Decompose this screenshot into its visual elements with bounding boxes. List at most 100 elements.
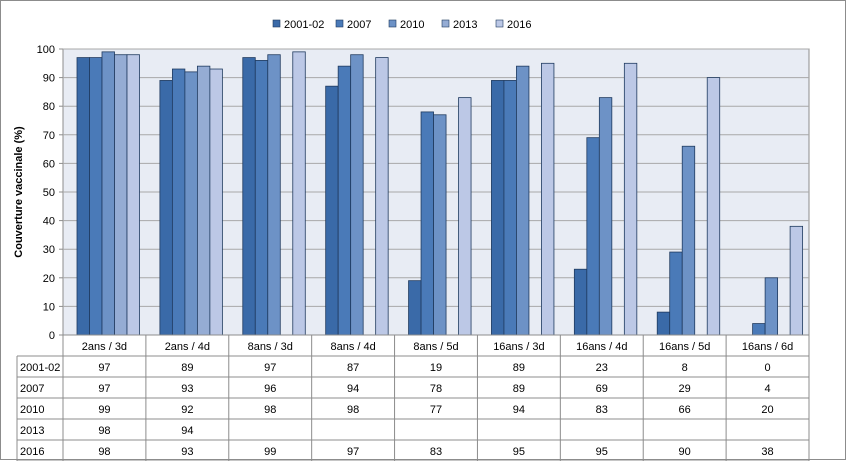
bar-2007-1 <box>171 68 186 336</box>
table-cell: 89 <box>181 362 193 374</box>
table-cell: 94 <box>181 425 193 437</box>
bar-2010-0 <box>101 51 115 336</box>
x-category-label: 2ans / 3d <box>82 341 127 353</box>
y-tick-label: 50 <box>43 187 55 199</box>
bars <box>76 51 804 336</box>
bar-2001-02-1 <box>159 80 173 336</box>
table-cell: 98 <box>347 404 359 416</box>
bar-2001-02-5 <box>491 80 505 336</box>
table-cell: 77 <box>430 404 442 416</box>
table-series-label: 2001-02 <box>20 362 60 374</box>
y-tick-label: 40 <box>43 216 55 228</box>
bar-2016-7 <box>706 77 721 336</box>
table-cell: 87 <box>347 362 359 374</box>
x-category-label: 2ans / 4d <box>165 341 210 353</box>
table-cell: 20 <box>761 404 773 416</box>
y-tick-label: 80 <box>43 101 55 113</box>
table-cell: 38 <box>761 446 773 458</box>
x-category-label: 8ans / 3d <box>248 341 293 353</box>
table-cell: 29 <box>679 383 691 395</box>
legend-swatch-2001-02 <box>272 19 281 28</box>
legend-label-2013: 2013 <box>453 19 477 31</box>
bar-2010-5 <box>516 65 530 336</box>
bar-2013-1 <box>196 65 211 336</box>
y-axis-label: Couverture vaccinale (%) <box>13 126 25 258</box>
legend-swatch-2013 <box>441 19 450 28</box>
table-cell: 8 <box>682 362 688 374</box>
y-tick-label: 20 <box>43 273 55 285</box>
bar-2001-02-0 <box>76 57 90 336</box>
bar-2010-2 <box>267 54 281 336</box>
legend-label-2001-02: 2001-02 <box>284 19 324 31</box>
y-tick-label: 0 <box>49 330 55 342</box>
table-cell: 98 <box>98 425 110 437</box>
table-cell: 94 <box>347 383 359 395</box>
table-series-label: 2010 <box>20 404 44 416</box>
table-cell: 98 <box>98 446 110 458</box>
x-category-label: 8ans / 5d <box>413 341 458 353</box>
table-cell: 19 <box>430 362 442 374</box>
bar-2016-6 <box>623 62 638 336</box>
bar-2010-8 <box>764 277 779 336</box>
table-cell: 93 <box>181 446 193 458</box>
bar-2016-5 <box>541 62 555 336</box>
table-cell: 96 <box>264 383 276 395</box>
y-tick-label: 10 <box>43 301 55 313</box>
table-cell: 97 <box>98 383 110 395</box>
table-cell: 83 <box>430 446 442 458</box>
bar-2001-02-2 <box>242 57 256 336</box>
bar-2007-0 <box>89 57 103 336</box>
data-table: 2ans / 3d 2ans / 4d 8ans / 3d 8ans / 4d 8ans… <box>16 334 810 461</box>
bar-2010-3 <box>350 54 364 336</box>
bar-2013-0 <box>114 54 128 336</box>
y-tick-label: 30 <box>43 244 55 256</box>
bar-2016-3 <box>375 57 389 336</box>
table-cell: 23 <box>596 362 608 374</box>
legend-swatch-2016 <box>495 19 504 28</box>
table-cell: 94 <box>513 404 525 416</box>
table-cell: 69 <box>596 383 608 395</box>
bar-2007-4 <box>420 111 434 336</box>
table-cell: 97 <box>264 362 276 374</box>
legend-label-2007: 2007 <box>347 19 371 31</box>
legend-label-2010: 2010 <box>400 19 424 31</box>
table-cell: 89 <box>513 362 525 374</box>
legend: 2001-02 2007 2010 2013 2016 <box>272 19 531 31</box>
y-tick-label: 90 <box>43 73 55 85</box>
table-cell: 4 <box>764 383 770 395</box>
table-cell: 95 <box>596 446 608 458</box>
table-cell: 78 <box>430 383 442 395</box>
table-cell: 93 <box>181 383 193 395</box>
table-cell: 66 <box>679 404 691 416</box>
bar-2016-8 <box>789 225 804 336</box>
table-series-label: 2016 <box>20 446 44 458</box>
bar-2010-1 <box>184 71 198 336</box>
bar-2007-3 <box>337 65 352 336</box>
table-cell: 97 <box>347 446 359 458</box>
x-category-label: 16ans / 6d <box>742 341 793 353</box>
x-category-label: 16ans / 3d <box>493 341 544 353</box>
table-cell: 90 <box>679 446 691 458</box>
table-series-label: 2007 <box>20 383 44 395</box>
table-cell: 97 <box>98 362 110 374</box>
y-tick-label: 60 <box>43 158 55 170</box>
legend-swatch-2007 <box>335 19 344 28</box>
bar-2007-7 <box>669 251 683 336</box>
table-cell: 0 <box>764 362 770 374</box>
y-axis-ticks: 0 10 20 30 40 50 60 70 80 90 100 <box>37 44 63 342</box>
table-cell: 95 <box>513 446 525 458</box>
table-cell: 98 <box>264 404 276 416</box>
table-cell: 99 <box>98 404 110 416</box>
y-tick-label: 100 <box>37 44 55 56</box>
table-cell: 83 <box>596 404 608 416</box>
bar-2016-0 <box>126 54 140 336</box>
bar-2010-4 <box>433 114 447 336</box>
table-cell: 89 <box>513 383 525 395</box>
legend-swatch-2010 <box>388 19 397 28</box>
bar-2010-6 <box>598 97 613 336</box>
table-cell: 99 <box>264 446 276 458</box>
x-category-label: 16ans / 5d <box>659 341 710 353</box>
bar-2007-5 <box>503 80 517 336</box>
